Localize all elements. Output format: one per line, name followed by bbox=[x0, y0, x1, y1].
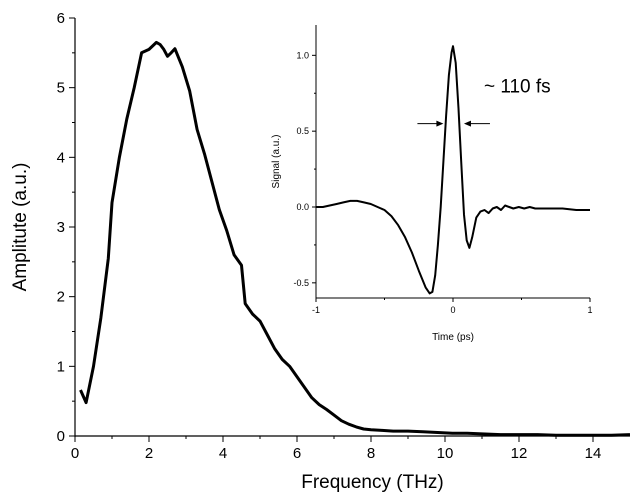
x-tick-label: 14 bbox=[585, 445, 602, 462]
y-axis-title: Amplitute (a.u.) bbox=[10, 163, 31, 292]
inset-x-axis-title: Time (ps) bbox=[432, 332, 474, 343]
y-tick-label: 3 bbox=[57, 219, 65, 236]
spectrum-series-line bbox=[81, 42, 630, 435]
inset-y-tick-label: 0.0 bbox=[296, 202, 309, 212]
y-tick-label: 2 bbox=[57, 289, 65, 306]
y-tick-label: 0 bbox=[57, 428, 65, 445]
pulse-width-label: ~ 110 fs bbox=[484, 77, 551, 98]
x-tick-label: 2 bbox=[145, 445, 153, 462]
inset-y-axis-title: Signal (a.u.) bbox=[271, 135, 282, 189]
y-tick-label: 4 bbox=[57, 149, 65, 166]
y-tick-label: 5 bbox=[57, 80, 65, 97]
right-arrow-head bbox=[464, 121, 471, 127]
x-tick-label: 10 bbox=[437, 445, 454, 462]
inset-x-tick-label: 0 bbox=[450, 305, 455, 315]
inset-plot: -1 0 1 -0.5 0.0 0.5 1.0 Time (ps) Signal (a.u.) bbox=[271, 25, 593, 343]
x-tick-label: 4 bbox=[219, 445, 227, 462]
x-tick-label: 0 bbox=[71, 445, 79, 462]
y-tick-label: 6 bbox=[57, 10, 65, 27]
left-arrow-head bbox=[436, 121, 443, 127]
inset-y-tick-label: 0.5 bbox=[296, 126, 309, 136]
inset-y-tick-label: 1.0 bbox=[296, 50, 309, 60]
x-axis-title: Frequency (THz) bbox=[301, 472, 444, 493]
y-tick-label: 1 bbox=[57, 358, 65, 375]
x-tick-label: 8 bbox=[367, 445, 375, 462]
inset-y-tick-label: -0.5 bbox=[293, 278, 309, 288]
x-tick-label: 6 bbox=[293, 445, 301, 462]
inset-x-tick-label: 1 bbox=[587, 305, 592, 315]
x-tick-label: 12 bbox=[511, 445, 528, 462]
pulse-width-annotation: ~ 110 fs bbox=[417, 77, 550, 127]
inset-x-tick-label: -1 bbox=[312, 305, 320, 315]
